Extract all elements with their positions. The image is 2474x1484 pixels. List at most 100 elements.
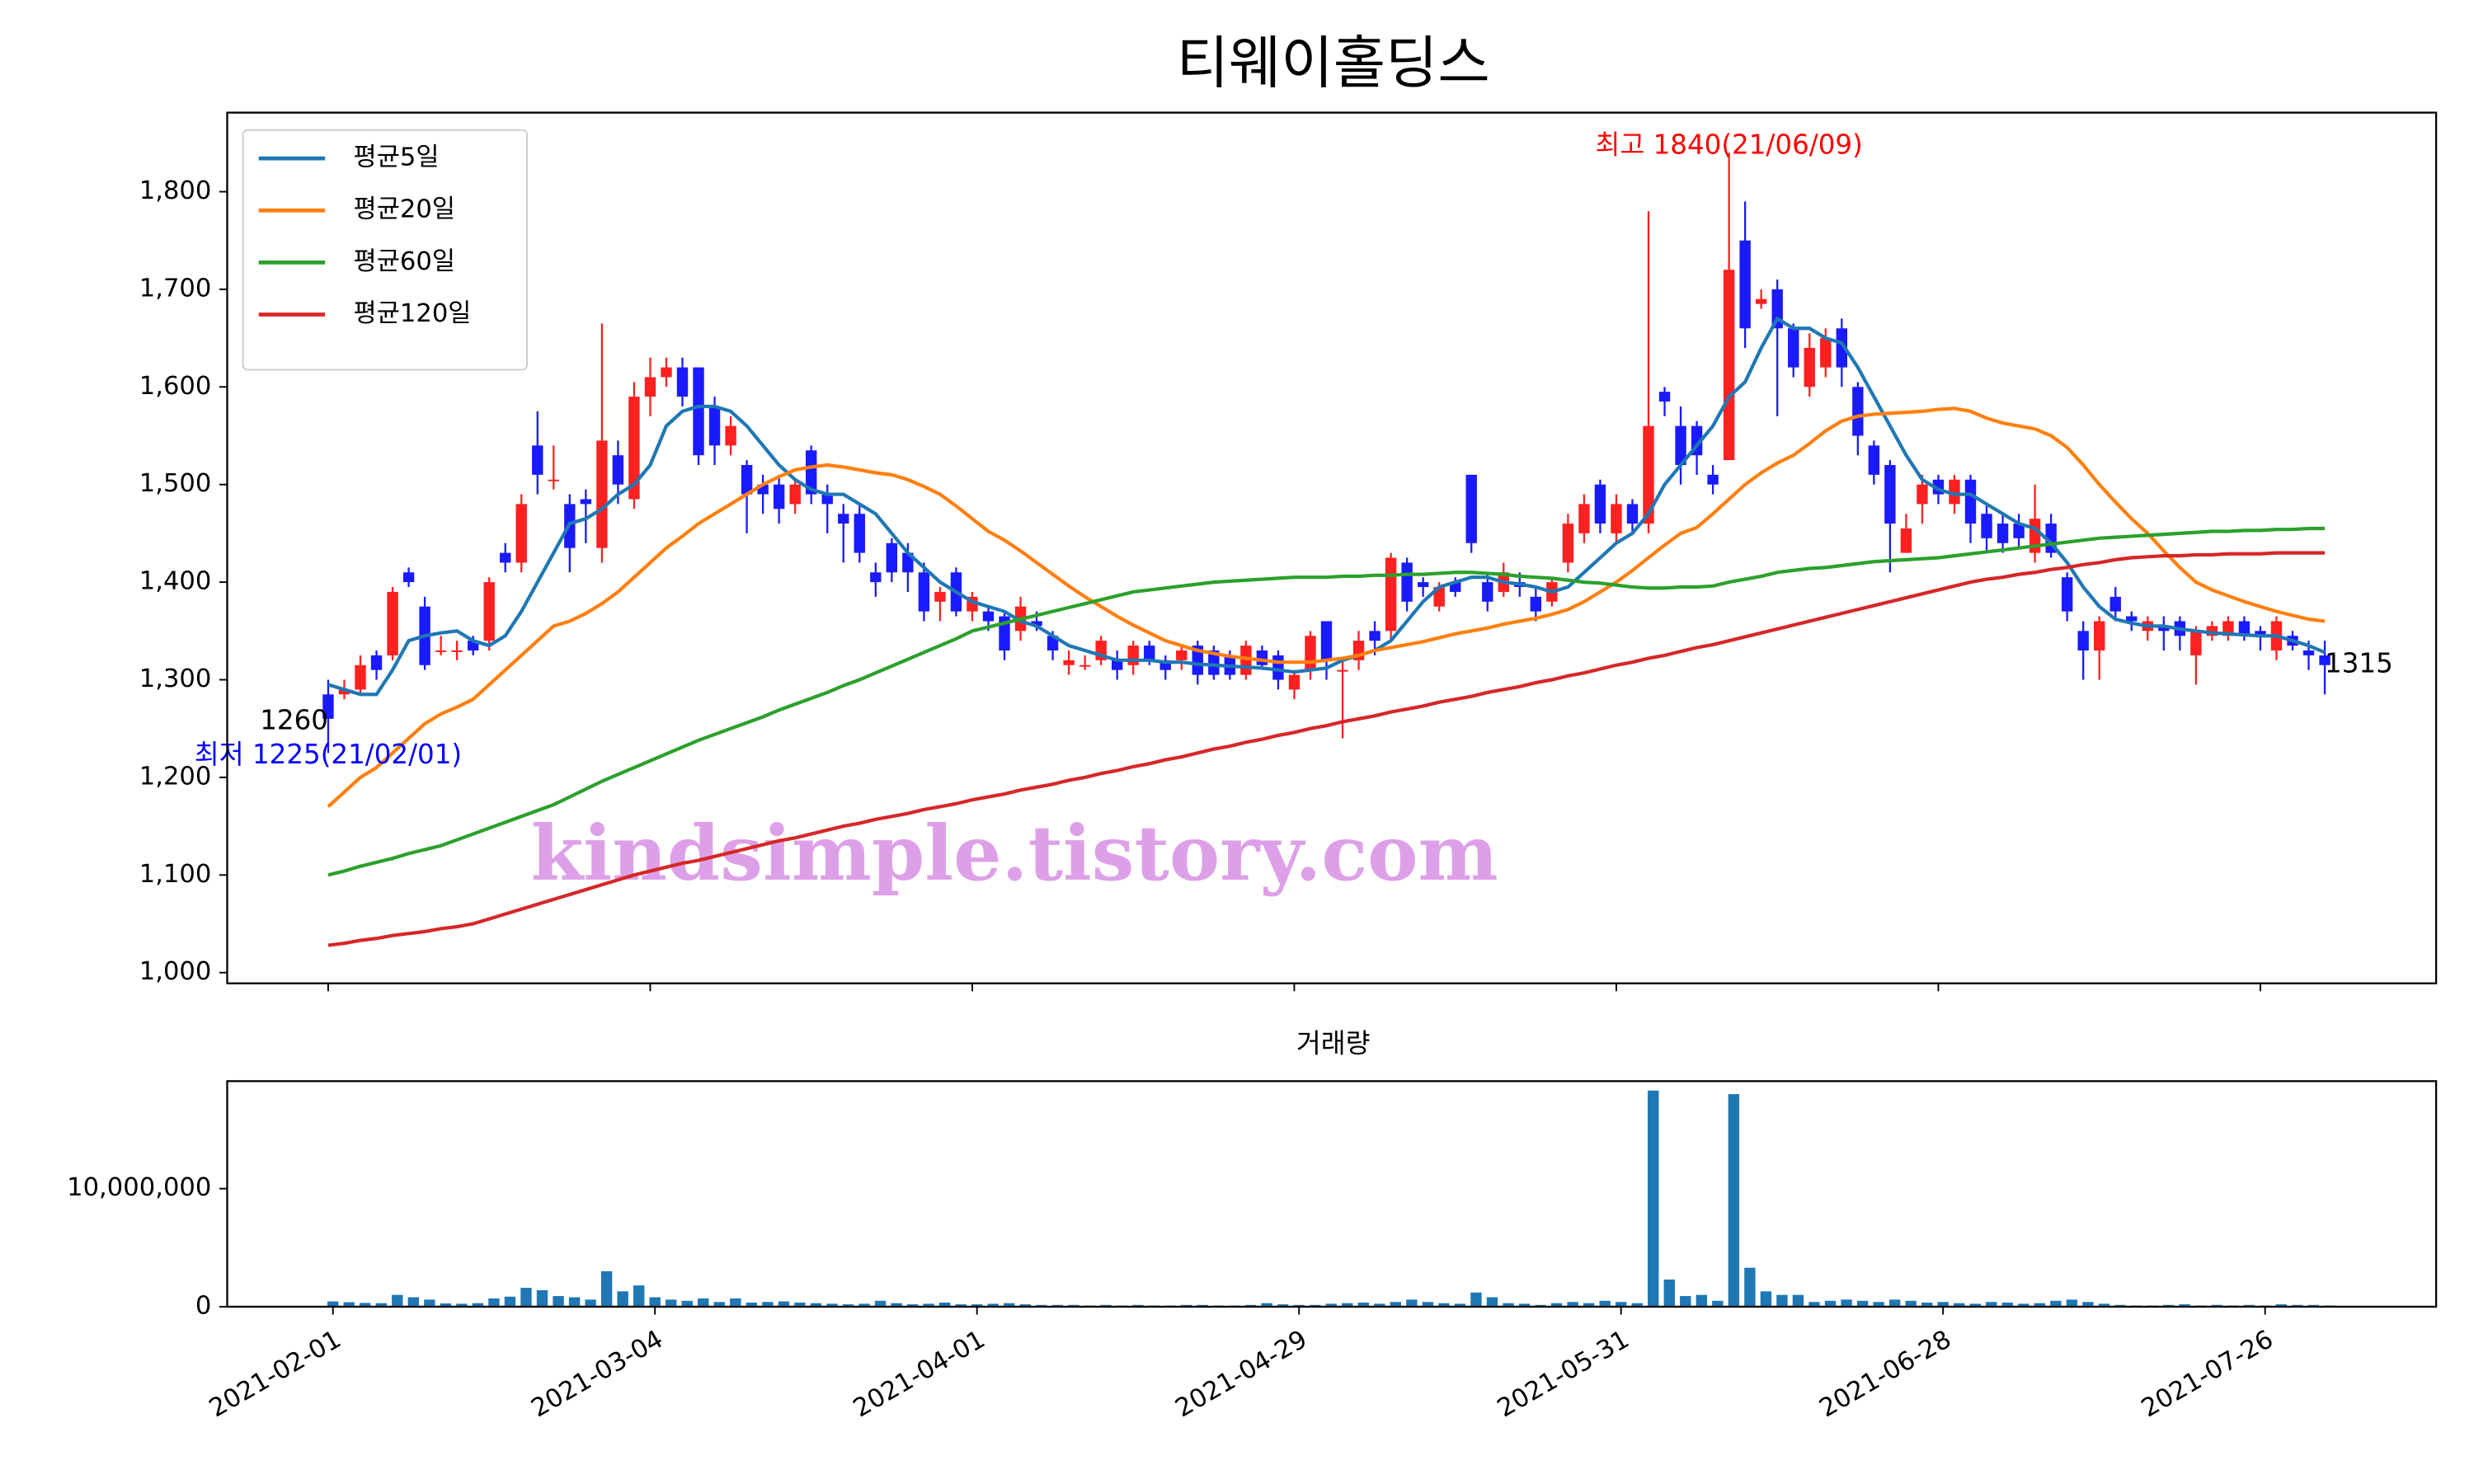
axes-frame [226, 111, 2438, 984]
candle-body [2255, 631, 2266, 636]
volume-bar [2275, 1304, 2287, 1307]
volume-bar [1357, 1302, 1369, 1307]
candle-body [1450, 582, 1461, 592]
volume-bar [1986, 1302, 1997, 1307]
y-tick-label: 0 [195, 1291, 211, 1320]
volume-bar [1824, 1300, 1837, 1307]
candle-body [1111, 660, 1123, 670]
volume-bar [488, 1298, 500, 1307]
volume-bar [2050, 1300, 2062, 1307]
candle-body [532, 445, 543, 475]
volume-bar [424, 1299, 435, 1307]
y-tick-label: 1,300 [139, 665, 212, 693]
candle-body [612, 455, 624, 485]
candle-body [693, 367, 704, 456]
volume-bar [568, 1297, 581, 1307]
candle-body [1208, 650, 1220, 675]
candle-body [1949, 479, 1960, 505]
candle-body [725, 425, 736, 446]
candle-body [1159, 660, 1171, 670]
candle-body [1417, 582, 1429, 588]
volume-bar [1004, 1303, 1015, 1307]
volume-bar [1599, 1300, 1611, 1307]
volume-bar [585, 1299, 596, 1307]
volume-bar [762, 1302, 774, 1307]
candle-body [2126, 616, 2138, 622]
candle-body [644, 377, 656, 397]
candle-body [708, 406, 721, 446]
candle-body [1820, 338, 1832, 368]
volume-bar [536, 1289, 548, 1307]
volume-bar [2001, 1302, 2013, 1307]
y-tick-label: 1,800 [139, 176, 212, 205]
candle-body [387, 591, 398, 655]
candle-body [870, 572, 882, 583]
candle-body [902, 552, 914, 573]
candle-body [1305, 636, 1316, 670]
volume-bar [1503, 1303, 1514, 1307]
candle-body [1884, 465, 1896, 524]
candle-body [451, 650, 463, 652]
volume-bar [504, 1296, 516, 1307]
volume-bar [392, 1294, 403, 1307]
volume-bar [971, 1304, 983, 1307]
volume-bar [1856, 1300, 1869, 1307]
candle-body [661, 367, 672, 378]
candle-body [2206, 626, 2218, 636]
candle-body [1578, 504, 1590, 533]
legend-label: 평균60일 [354, 247, 455, 276]
candle-body [628, 397, 640, 500]
candle-body [1626, 504, 1639, 524]
volume-bar [1808, 1302, 1820, 1307]
candle-body [548, 479, 560, 481]
volume-bar [617, 1291, 628, 1307]
volume-bar [2066, 1299, 2078, 1307]
volume-bar [649, 1297, 661, 1307]
candle-body [2077, 631, 2089, 650]
candle-body [773, 484, 785, 510]
candle-body [2061, 577, 2073, 612]
volume-bar [1567, 1302, 1578, 1307]
volume-title: 거래량 [1296, 1027, 1371, 1059]
y-tick-label: 10,000,000 [67, 1173, 211, 1202]
volume-bar [1648, 1090, 1659, 1307]
candle-body [1900, 528, 1912, 553]
volume-bar [2098, 1303, 2110, 1307]
volume-bar [327, 1301, 339, 1307]
candle-body [1530, 596, 1542, 612]
volume-bar [1631, 1303, 1643, 1307]
ma-line [327, 526, 2326, 877]
volume-bar [923, 1303, 934, 1307]
volume-bar [730, 1298, 741, 1307]
candle-body [1964, 479, 1977, 524]
chart-title: 티웨이홀딩스 [1177, 31, 1490, 96]
candle-body [1739, 240, 1751, 329]
volume-bar [858, 1303, 870, 1307]
volume-bar [794, 1302, 806, 1307]
legend-box [242, 129, 528, 371]
y-tick-label: 1,200 [139, 762, 212, 791]
candle-body [1611, 504, 1622, 533]
y-tick-label: 1,500 [139, 469, 212, 498]
candle-body [580, 499, 592, 505]
volume-bar [745, 1302, 758, 1307]
volume-bar [1663, 1280, 1675, 1307]
legend-label: 평균5일 [354, 143, 440, 172]
candle-body [1643, 425, 1654, 524]
volume-bar [1406, 1299, 1418, 1307]
candle-body [2093, 621, 2105, 650]
first-close: 1260 [260, 705, 328, 736]
candle-body [1465, 474, 1477, 543]
axes-frame [226, 1080, 2438, 1308]
volume-bar [1712, 1300, 1724, 1307]
volume-bar [666, 1299, 677, 1307]
volume-bar [520, 1288, 532, 1307]
volume-bar [1550, 1303, 1563, 1307]
candle-body [402, 572, 415, 583]
volume-bar [1470, 1292, 1482, 1307]
volume-bar [1680, 1296, 1691, 1307]
volume-bar [440, 1303, 452, 1307]
candle-body [2158, 626, 2170, 632]
candle-body [435, 650, 447, 652]
candle-body [982, 611, 995, 622]
